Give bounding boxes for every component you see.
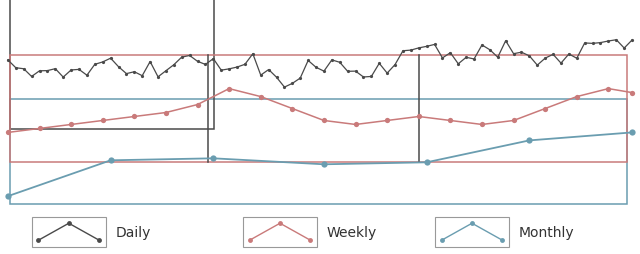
Bar	[435, 217, 509, 247]
Bar	[10, 100, 627, 204]
Text: Daily: Daily	[115, 225, 150, 239]
Bar	[243, 217, 317, 247]
Text: Monthly: Monthly	[518, 225, 574, 239]
Text: Weekly: Weekly	[326, 225, 377, 239]
Bar	[32, 217, 106, 247]
Bar	[10, 0, 214, 129]
Bar	[10, 56, 627, 163]
